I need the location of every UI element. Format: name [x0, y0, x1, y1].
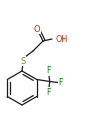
Text: O: O: [34, 25, 40, 34]
Text: S: S: [20, 57, 26, 65]
Text: F: F: [47, 88, 51, 97]
Text: F: F: [47, 66, 51, 75]
Text: F: F: [59, 78, 63, 87]
Text: OH: OH: [56, 35, 68, 44]
